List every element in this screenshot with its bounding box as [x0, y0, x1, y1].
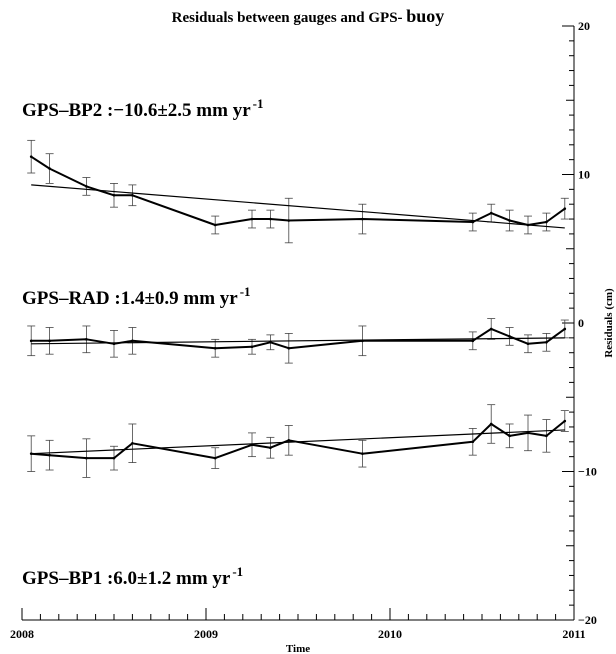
- data-point: [29, 452, 33, 455]
- series-line: [31, 327, 566, 350]
- data-point: [85, 456, 88, 460]
- series-line: [31, 420, 566, 460]
- y-tick-label: −10: [578, 465, 597, 479]
- data-point: [471, 440, 475, 444]
- data-point: [287, 219, 291, 222]
- x-tick-label: 2011: [562, 627, 585, 641]
- series-annotation: GPS–BP2 :−10.6±2.5 mm yr -1: [22, 96, 264, 121]
- y-tick-label: 0: [578, 316, 584, 330]
- data-point: [361, 452, 364, 455]
- data-point: [48, 339, 51, 343]
- data-point: [48, 453, 51, 457]
- data-point: [112, 193, 116, 197]
- y-axis-label: Residuals (cm): [603, 288, 615, 358]
- data-point: [545, 434, 548, 438]
- data-point: [85, 185, 88, 188]
- x-axis-label: Time: [286, 643, 310, 654]
- data-point: [112, 456, 116, 460]
- data-point: [526, 223, 530, 227]
- x-tick-label: 2008: [10, 627, 34, 641]
- data-point: [361, 217, 364, 221]
- data-point: [269, 446, 272, 450]
- data-point: [489, 327, 493, 331]
- data-point: [131, 339, 134, 343]
- data-point: [508, 219, 511, 222]
- y-tick-label: 20: [578, 19, 590, 33]
- series-annotation-text: GPS–BP1 :6.0±1.2 mm yr: [22, 568, 231, 589]
- data-point: [131, 441, 134, 445]
- series-annotation-superscript: -1: [232, 564, 243, 579]
- data-point: [112, 342, 116, 346]
- data-point: [213, 456, 217, 460]
- chart-title: Residuals between gauges and GPS- buoy: [172, 6, 445, 26]
- trend-line: [31, 184, 565, 229]
- data-point: [471, 220, 475, 224]
- series-annotation-text: GPS–BP2 :−10.6±2.5 mm yr: [22, 100, 251, 121]
- data-point: [269, 341, 272, 344]
- data-point: [361, 339, 364, 343]
- data-point: [250, 345, 254, 349]
- data-point: [29, 155, 33, 158]
- x-tick-label: 2009: [194, 627, 218, 641]
- series-2: [27, 318, 569, 364]
- data-point: [489, 422, 493, 426]
- series-1: [27, 139, 569, 244]
- data-point: [471, 339, 475, 343]
- axes-group: 2008 2009 2010 2011−20 −10 0 10 20: [10, 19, 597, 641]
- data-point: [213, 346, 217, 350]
- data-point: [563, 419, 567, 423]
- x-tick-label: 2010: [378, 627, 402, 641]
- data-point: [29, 339, 33, 343]
- chart-title-tail: buoy: [406, 6, 444, 26]
- data-point: [48, 167, 51, 170]
- y-tick-label: −20: [578, 613, 597, 627]
- plot-group: [27, 139, 569, 478]
- series-annotation-text: GPS–RAD :1.4±0.9 mm yr: [22, 288, 238, 309]
- data-point: [526, 431, 530, 435]
- data-point: [250, 217, 254, 221]
- data-point: [508, 434, 511, 438]
- series-annotation: GPS–RAD :1.4±0.9 mm yr -1: [22, 284, 251, 309]
- data-point: [287, 439, 291, 442]
- data-point: [563, 327, 567, 331]
- series-annotation-superscript: -1: [240, 284, 251, 299]
- data-point: [508, 335, 511, 338]
- data-point: [563, 207, 567, 210]
- chart-title-main: Residuals between gauges and GPS-: [172, 10, 407, 26]
- data-point: [287, 346, 291, 350]
- data-point: [213, 223, 217, 227]
- series-annotation-superscript: -1: [253, 96, 264, 111]
- series-3: [27, 404, 569, 478]
- y-tick-label: 10: [578, 168, 590, 182]
- data-point: [85, 338, 88, 341]
- data-point: [269, 217, 272, 221]
- data-point: [526, 342, 530, 346]
- series-line: [30, 155, 566, 226]
- series-annotation: GPS–BP1 :6.0±1.2 mm yr -1: [22, 564, 243, 589]
- data-point: [545, 220, 548, 224]
- data-point: [489, 211, 493, 215]
- data-point: [131, 193, 134, 197]
- data-point: [250, 443, 254, 447]
- data-point: [545, 341, 548, 344]
